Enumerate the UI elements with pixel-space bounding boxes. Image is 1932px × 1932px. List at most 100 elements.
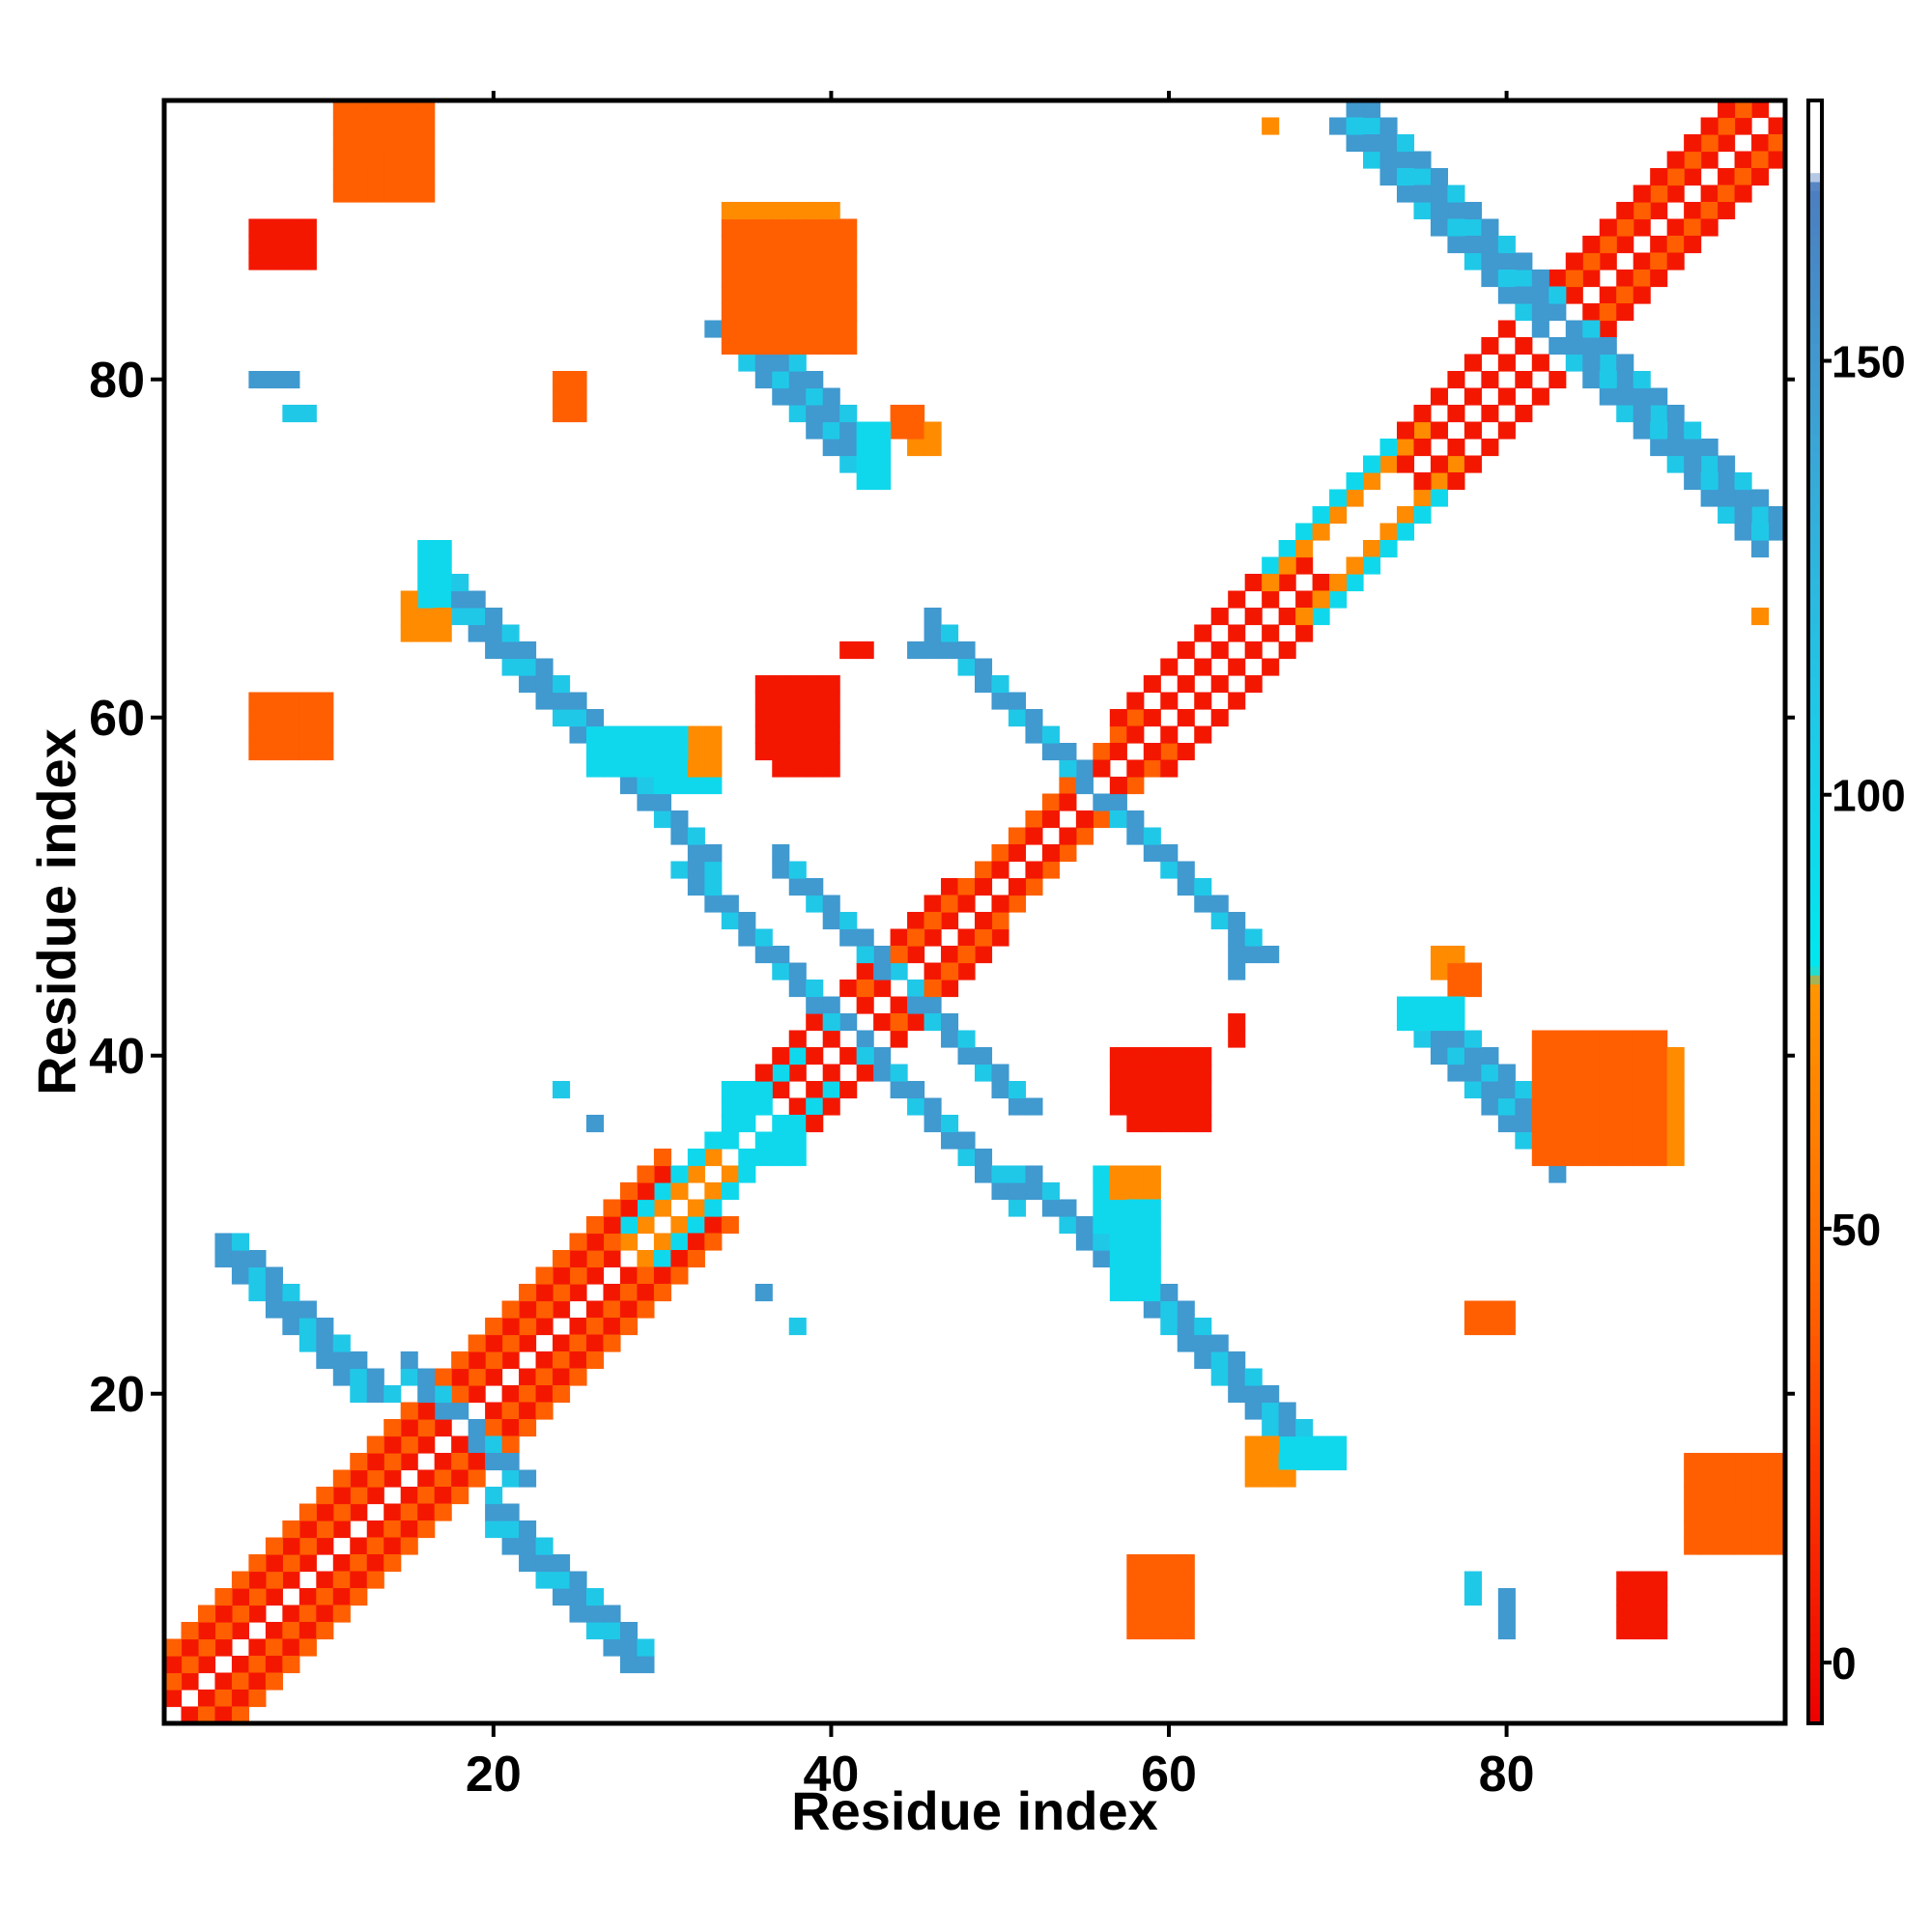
heatmap-cell — [1582, 1097, 1601, 1116]
heatmap-cell — [585, 1266, 605, 1285]
heatmap-cell — [1396, 151, 1415, 169]
heatmap-cell — [265, 1588, 283, 1606]
heatmap-cell — [1650, 405, 1668, 423]
heatmap-cell — [350, 151, 368, 169]
heatmap-cell — [1396, 1013, 1415, 1032]
heatmap-cell — [485, 1351, 503, 1370]
heatmap-cell — [451, 1351, 469, 1370]
heatmap-cell — [535, 675, 554, 694]
heatmap-cell — [366, 168, 384, 186]
heatmap-cell — [1616, 1097, 1634, 1116]
heatmap-cell — [1143, 1097, 1161, 1116]
heatmap-cell — [1379, 455, 1398, 473]
heatmap-cell — [248, 1656, 267, 1674]
heatmap-cell — [164, 1672, 183, 1690]
heatmap-cell — [1481, 1064, 1499, 1082]
heatmap-cell — [1244, 1453, 1263, 1471]
heatmap-cell — [1700, 472, 1719, 491]
heatmap-cell — [772, 218, 790, 237]
heatmap-cell — [485, 1402, 503, 1420]
colorbar-segment — [1808, 1696, 1822, 1706]
heatmap-cell — [738, 218, 756, 237]
heatmap-cell — [806, 252, 824, 270]
heatmap-cell — [485, 1419, 503, 1437]
heatmap-cell — [890, 421, 908, 440]
heatmap-cell — [400, 134, 418, 153]
heatmap-cell — [890, 1081, 908, 1099]
heatmap-cell — [603, 1638, 621, 1657]
heatmap-cell — [451, 590, 469, 609]
heatmap-cell — [181, 1672, 199, 1690]
heatmap-cell — [248, 725, 267, 744]
heatmap-cell — [332, 1605, 351, 1623]
heatmap-cell — [957, 1131, 976, 1150]
colorbar-segment — [1808, 182, 1822, 191]
heatmap-cell — [265, 1622, 283, 1640]
heatmap-cell — [1396, 134, 1415, 153]
heatmap-cell — [1463, 980, 1482, 998]
heatmap-cell — [1126, 1064, 1145, 1082]
heatmap-cell — [1278, 641, 1296, 660]
heatmap-cell — [1700, 151, 1719, 169]
heatmap-cell — [822, 1030, 840, 1048]
heatmap-cell — [1177, 1115, 1195, 1133]
heatmap-cell — [1616, 1622, 1634, 1640]
colorbar-segment — [1808, 1083, 1822, 1094]
heatmap-cell — [1210, 675, 1229, 694]
heatmap-cell — [822, 303, 840, 322]
heatmap-cell — [553, 1385, 571, 1404]
heatmap-cell — [772, 337, 790, 355]
colorbar-segment — [1808, 425, 1822, 435]
heatmap-cell — [637, 793, 655, 811]
heatmap-cell — [400, 168, 418, 186]
heatmap-cell — [1684, 421, 1702, 440]
heatmap-cell — [1463, 387, 1482, 406]
heatmap-cell — [772, 371, 790, 389]
heatmap-cell — [1447, 996, 1465, 1014]
heatmap-cell — [1616, 371, 1634, 389]
heatmap-cell — [282, 1638, 300, 1657]
heatmap-cell — [569, 1351, 587, 1370]
heatmap-cell — [1582, 320, 1601, 338]
heatmap-cell — [1700, 202, 1719, 220]
heatmap-cell — [637, 759, 655, 778]
heatmap-cell — [738, 928, 756, 947]
colorbar-segment — [1808, 731, 1822, 742]
heatmap-cell — [1025, 810, 1043, 829]
heatmap-cell — [298, 236, 317, 254]
heatmap-cell — [553, 1300, 571, 1319]
heatmap-cell — [1481, 1300, 1499, 1319]
heatmap-cell — [1633, 252, 1651, 270]
heatmap-cell — [907, 421, 925, 440]
x-axis: 20 40 60 80 — [466, 91, 1535, 1803]
heatmap-cell — [1751, 100, 1770, 119]
colorbar-segment — [1808, 956, 1822, 967]
heatmap-cell — [214, 1622, 233, 1640]
heatmap-cell — [316, 1537, 334, 1555]
heatmap-cell — [822, 1097, 840, 1116]
colorbar-segment — [1808, 831, 1822, 840]
heatmap-cell — [1379, 117, 1398, 135]
heatmap-cell — [1463, 1064, 1482, 1082]
heatmap-cell — [806, 1081, 824, 1099]
heatmap-cell — [1481, 337, 1499, 355]
heatmap-cell — [788, 861, 807, 879]
heatmap-cell — [603, 1605, 621, 1623]
heatmap-cell — [1768, 117, 1786, 135]
heatmap-cell — [1650, 236, 1668, 254]
heatmap-cell — [603, 1622, 621, 1640]
heatmap-cell — [569, 709, 587, 727]
heatmap-cell — [1497, 286, 1516, 304]
heatmap-cell — [788, 1064, 807, 1082]
heatmap-cell — [856, 928, 874, 947]
colorbar-segment — [1808, 1128, 1822, 1138]
colorbar-segment — [1808, 1615, 1822, 1625]
heatmap-cell — [1599, 1097, 1617, 1116]
heatmap-cell — [1531, 1030, 1549, 1048]
heatmap-cell — [772, 387, 790, 406]
heatmap-cell — [1262, 1469, 1280, 1488]
heatmap-cell — [265, 218, 283, 237]
heatmap-cell — [1700, 134, 1719, 153]
heatmap-cell — [1160, 1554, 1179, 1573]
heatmap-cell — [1160, 692, 1179, 710]
